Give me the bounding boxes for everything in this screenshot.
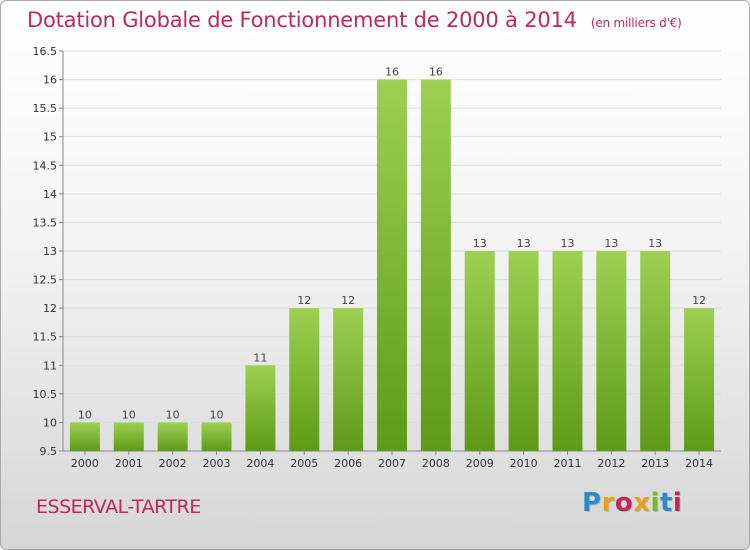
bar-2014: [684, 308, 715, 451]
x-tick-label: 2010: [510, 457, 538, 470]
data-label: 16: [385, 66, 399, 79]
bar-2009: [464, 251, 495, 451]
logo-letter: o: [614, 488, 634, 518]
unit-note: (en milliers d'€): [590, 16, 682, 30]
y-tick-label: 16: [43, 74, 57, 87]
data-label: 12: [297, 294, 311, 307]
bar-2013: [640, 251, 671, 451]
bar-2005: [289, 308, 320, 451]
bar-2007: [377, 79, 407, 452]
data-label: 13: [473, 237, 487, 250]
data-label: 11: [253, 351, 267, 364]
logo-letter: r: [601, 488, 615, 518]
logo-letter: i: [672, 488, 683, 518]
x-tick-label: 2008: [422, 457, 450, 470]
bars: [69, 79, 715, 452]
bar-2003: [201, 422, 232, 451]
x-tick-label: 2011: [553, 457, 581, 470]
data-label: 12: [692, 294, 706, 307]
data-label: 13: [517, 237, 531, 250]
bar-2011: [552, 251, 583, 451]
y-tick-label: 14: [43, 188, 57, 201]
bar-2001: [113, 422, 144, 451]
x-tick-label: 2006: [334, 457, 362, 470]
x-tick-label: 2003: [203, 457, 231, 470]
x-tick-label: 2001: [115, 457, 143, 470]
y-tick-label: 10.5: [33, 388, 58, 401]
data-label: 12: [341, 294, 355, 307]
y-tick-label: 16.5: [33, 45, 58, 58]
x-tick-label: 2000: [71, 457, 99, 470]
data-label: 10: [210, 408, 224, 421]
bar-2008: [420, 79, 451, 452]
logo-letter: i: [650, 488, 660, 518]
x-tick-label: 2005: [290, 457, 318, 470]
x-tick-label: 2013: [641, 457, 669, 470]
bar-2004: [245, 365, 276, 451]
y-tick-label: 9.5: [40, 445, 58, 458]
x-tick-label: 2012: [597, 457, 625, 470]
bar-2010: [508, 251, 539, 451]
bar-2000: [69, 422, 100, 451]
y-tick-label: 13: [43, 245, 57, 258]
y-tick-label: 15.5: [33, 102, 58, 115]
bar-2006: [333, 308, 364, 451]
data-label: 10: [78, 408, 92, 421]
y-tick-label: 10: [43, 416, 57, 429]
x-tick-label: 2002: [159, 457, 187, 470]
proxiti-logo[interactable]: Proxiti: [582, 488, 682, 518]
data-label: 10: [166, 408, 180, 421]
bar-2002: [157, 422, 188, 451]
chart-title: Dotation Globale de Fonctionnement de 20…: [27, 8, 682, 32]
logo-letter: x: [633, 488, 651, 518]
y-tick-label: 15: [43, 131, 57, 144]
data-label: 13: [648, 237, 662, 250]
y-tick-label: 13.5: [33, 216, 58, 229]
y-tick-label: 11.5: [33, 331, 58, 344]
x-tick-label: 2009: [466, 457, 494, 470]
x-tick-label: 2004: [246, 457, 274, 470]
y-tick-label: 14.5: [33, 159, 58, 172]
y-tick-label: 12.5: [33, 274, 58, 287]
logo-letter: P: [582, 488, 602, 518]
data-label: 10: [122, 408, 136, 421]
chart-title-text: Dotation Globale de Fonctionnement de 20…: [27, 8, 577, 32]
y-tick-label: 12: [43, 302, 57, 315]
logo-letter: t: [659, 488, 673, 518]
y-tick-label: 11: [43, 359, 57, 372]
bar-2012: [596, 251, 627, 451]
data-label: 13: [560, 237, 574, 250]
x-tick-label: 2007: [378, 457, 406, 470]
x-tick-label: 2014: [685, 457, 713, 470]
data-label: 13: [604, 237, 618, 250]
data-label: 16: [429, 66, 443, 79]
commune-name: ESSERVAL-TARTRE: [36, 496, 201, 518]
labels: 9.5 10 10.5 11 11.5 12 12.5 13 13.5 14 14.5 15 15.5 1…: [33, 45, 714, 470]
